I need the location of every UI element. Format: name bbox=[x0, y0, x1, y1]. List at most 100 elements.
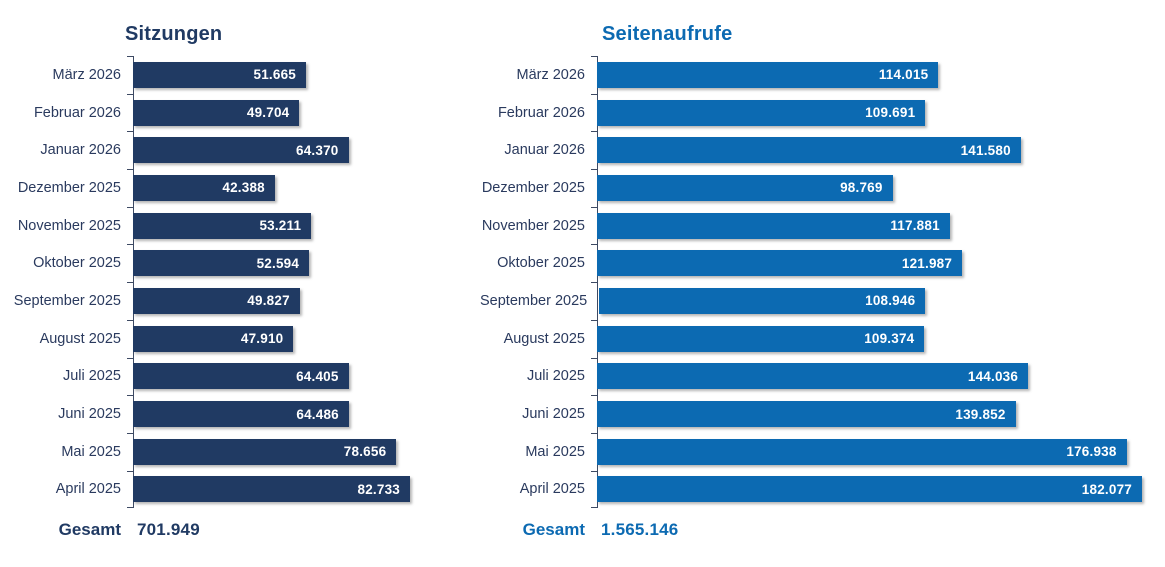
chart-row: Juni 2025 64.486 bbox=[0, 395, 480, 433]
bar-track: 182.077 bbox=[597, 476, 1165, 503]
bar: 98.769 bbox=[597, 174, 893, 201]
chart-row: Dezember 2025 98.769 bbox=[480, 169, 1165, 207]
category-label: Oktober 2025 bbox=[33, 255, 121, 272]
sitzungen-total-value: 701.949 bbox=[137, 520, 200, 540]
chart-row: Februar 2026 109.691 bbox=[480, 93, 1165, 132]
bar-value-label: 64.405 bbox=[296, 368, 339, 384]
chart-row: August 2025 109.374 bbox=[480, 319, 1165, 358]
bar-value-label: 144.036 bbox=[967, 368, 1019, 384]
category-label: Mai 2025 bbox=[525, 443, 585, 460]
chart-row: November 2025 53.211 bbox=[0, 206, 480, 245]
category-label: Juni 2025 bbox=[58, 406, 121, 423]
bar-value-label: 98.769 bbox=[840, 180, 883, 196]
bar-value-label: 176.938 bbox=[1066, 444, 1117, 460]
bar: 47.910 bbox=[133, 325, 294, 352]
sitzungen-total-label: Gesamt bbox=[58, 520, 121, 540]
bar: 141.580 bbox=[597, 137, 1021, 164]
bar-track: 49.827 bbox=[133, 287, 480, 314]
category-label: August 2025 bbox=[39, 330, 121, 347]
category-label: November 2025 bbox=[481, 217, 585, 234]
bar-value-label: 51.665 bbox=[253, 67, 296, 83]
bar-track: 78.656 bbox=[133, 438, 480, 465]
bar: 51.665 bbox=[133, 61, 306, 88]
bar: 108.946 bbox=[599, 287, 926, 314]
chart-row: Januar 2026 141.580 bbox=[480, 131, 1165, 169]
chart-row: September 2025 49.827 bbox=[0, 282, 480, 320]
chart-row: Juni 2025 139.852 bbox=[480, 395, 1165, 433]
bar-track: 117.881 bbox=[597, 212, 1165, 239]
bar: 52.594 bbox=[133, 250, 310, 277]
bar-track: 98.769 bbox=[597, 174, 1165, 201]
bar: 182.077 bbox=[597, 476, 1142, 503]
category-label: März 2026 bbox=[516, 66, 585, 83]
bar-value-label: 53.211 bbox=[259, 218, 302, 234]
bar: 121.987 bbox=[597, 250, 963, 277]
bar-value-label: 52.594 bbox=[256, 255, 300, 271]
bar-value-label: 139.852 bbox=[955, 406, 1006, 422]
seitenaufrufe-chart: Seitenaufrufe März 2026 114.015 Februar 20… bbox=[480, 14, 1165, 540]
bar: 139.852 bbox=[597, 401, 1016, 428]
category-label: Juli 2025 bbox=[526, 368, 585, 385]
bar-track: 47.910 bbox=[133, 325, 480, 352]
bar-track: 49.704 bbox=[133, 99, 480, 126]
category-label: Mai 2025 bbox=[61, 443, 121, 460]
bar-value-label: 117.881 bbox=[890, 218, 940, 234]
category-label: April 2025 bbox=[519, 481, 585, 498]
bar: 64.370 bbox=[133, 137, 349, 164]
bar: 176.938 bbox=[597, 438, 1127, 465]
sitzungen-chart-title: Sitzungen bbox=[125, 23, 223, 45]
bar-value-label: 64.370 bbox=[296, 142, 339, 158]
category-label: Februar 2026 bbox=[497, 104, 585, 121]
report-page: Sitzungen März 2026 51.665 Februar 2026 49.… bbox=[0, 14, 1165, 540]
bar-value-label: 109.691 bbox=[865, 105, 916, 121]
bar-track: 53.211 bbox=[133, 212, 480, 239]
bar: 144.036 bbox=[597, 363, 1029, 390]
bar-value-label: 121.987 bbox=[901, 255, 953, 271]
bar-value-label: 182.077 bbox=[1081, 481, 1132, 497]
bar-track: 109.374 bbox=[597, 325, 1165, 352]
bar-track: 108.946 bbox=[599, 287, 1165, 314]
bar: 114.015 bbox=[597, 61, 939, 88]
category-label: Juli 2025 bbox=[62, 368, 121, 385]
category-label: November 2025 bbox=[17, 217, 121, 234]
bar-value-label: 42.388 bbox=[222, 180, 265, 196]
chart-row: März 2026 114.015 bbox=[480, 56, 1165, 94]
bar-track: 114.015 bbox=[597, 61, 1165, 88]
category-label: September 2025 bbox=[13, 292, 121, 309]
bar: 42.388 bbox=[133, 174, 275, 201]
bar-track: 51.665 bbox=[133, 61, 480, 88]
bar-value-label: 78.656 bbox=[343, 444, 387, 460]
bar-track: 141.580 bbox=[597, 137, 1165, 164]
bar-track: 42.388 bbox=[133, 174, 480, 201]
bar: 82.733 bbox=[133, 476, 410, 503]
bar-value-label: 64.486 bbox=[296, 406, 339, 422]
bar-value-label: 82.733 bbox=[357, 481, 400, 497]
bar-track: 82.733 bbox=[133, 476, 480, 503]
seitenaufrufe-total-value: 1.565.146 bbox=[601, 520, 679, 540]
category-label: Februar 2026 bbox=[33, 104, 121, 121]
category-label: März 2026 bbox=[52, 66, 121, 83]
bar-value-label: 109.374 bbox=[864, 331, 915, 347]
bar-track: 64.370 bbox=[133, 137, 480, 164]
bar: 78.656 bbox=[133, 438, 397, 465]
bar-track: 109.691 bbox=[597, 99, 1165, 126]
sitzungen-chart: Sitzungen März 2026 51.665 Februar 2026 49.… bbox=[0, 14, 480, 540]
sitzungen-bar-rows: März 2026 51.665 Februar 2026 49.704 Januar … bbox=[0, 56, 480, 509]
bar-value-label: 49.704 bbox=[246, 105, 290, 121]
category-label: September 2025 bbox=[480, 292, 588, 309]
chart-row: August 2025 47.910 bbox=[0, 319, 480, 358]
bar-track: 64.405 bbox=[133, 363, 480, 390]
bar-value-label: 108.946 bbox=[865, 293, 916, 309]
chart-row: März 2026 51.665 bbox=[0, 56, 480, 94]
chart-row: September 2025 108.946 bbox=[480, 282, 1165, 320]
category-label: Dezember 2025 bbox=[17, 179, 121, 196]
seitenaufrufe-total-label: Gesamt bbox=[522, 520, 585, 540]
bar-track: 52.594 bbox=[133, 250, 480, 277]
bar: 49.827 bbox=[133, 287, 300, 314]
bar-track: 144.036 bbox=[597, 363, 1165, 390]
bar-value-label: 114.015 bbox=[878, 67, 929, 83]
chart-row: April 2025 82.733 bbox=[0, 470, 480, 509]
seitenaufrufe-total-row: Gesamt 1.565.146 bbox=[480, 520, 1165, 540]
chart-row: April 2025 182.077 bbox=[480, 470, 1165, 509]
bar: 109.691 bbox=[597, 99, 926, 126]
